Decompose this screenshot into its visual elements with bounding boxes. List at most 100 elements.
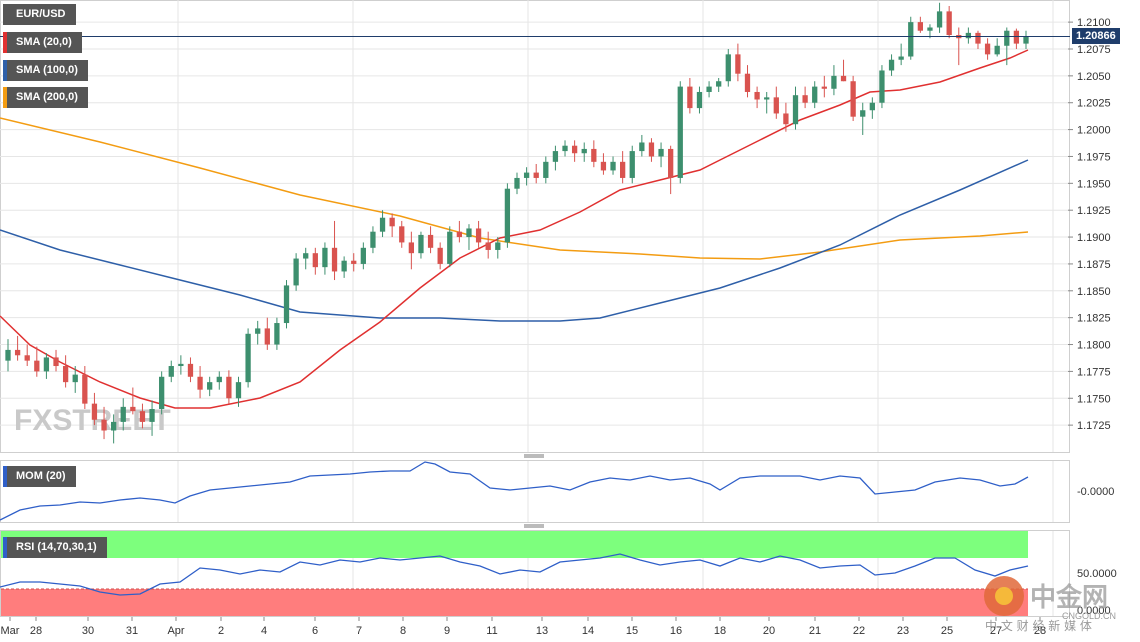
candle-body	[187, 363, 194, 377]
candle	[869, 97, 875, 119]
candle	[379, 210, 386, 238]
candle	[581, 142, 587, 162]
candle-body	[831, 75, 837, 89]
candle	[274, 317, 280, 350]
candle	[658, 142, 664, 168]
candle-body	[322, 247, 328, 268]
candle-body	[706, 86, 712, 92]
candle-body	[283, 285, 290, 324]
candle	[860, 102, 866, 135]
candle	[879, 65, 885, 109]
candle	[255, 320, 261, 345]
candle-body	[485, 242, 491, 250]
candle	[447, 226, 453, 268]
candle-body	[936, 11, 943, 28]
candle-body	[312, 253, 318, 268]
candle	[14, 335, 21, 361]
candle	[600, 153, 607, 175]
candle	[197, 366, 203, 399]
main-panel-frame	[0, 0, 1070, 453]
candle	[485, 231, 491, 259]
cngold-logo-inner-icon	[995, 587, 1013, 605]
candle-body	[235, 382, 242, 399]
candle	[34, 346, 40, 377]
candle	[975, 30, 981, 49]
candle	[139, 403, 146, 429]
candle-body	[456, 231, 463, 238]
candle-body	[696, 91, 703, 109]
candle	[207, 376, 213, 397]
candle-body	[418, 234, 424, 254]
candle	[283, 280, 290, 329]
candle	[888, 54, 895, 76]
candle-body	[965, 32, 972, 39]
candle	[399, 220, 405, 248]
candle-body	[523, 172, 530, 178]
candle-body	[898, 56, 904, 60]
candle-body	[245, 333, 251, 383]
candle-body	[139, 411, 146, 422]
y-tick-label: 1.1825	[1077, 313, 1111, 325]
candle	[687, 78, 693, 114]
candle	[984, 38, 991, 60]
candle-body	[24, 355, 30, 361]
candle	[303, 247, 309, 270]
candle	[408, 231, 414, 270]
candle-body	[197, 376, 203, 390]
candle	[898, 43, 904, 66]
candle-body	[475, 228, 482, 243]
candle	[101, 406, 107, 440]
x-tick-label: 25	[941, 625, 953, 637]
candle-body	[437, 247, 443, 264]
legend-sma20[interactable]: SMA (20,0)	[3, 32, 82, 53]
candle-body	[994, 45, 1000, 55]
x-tick-label: 14	[582, 625, 594, 637]
candle	[792, 86, 799, 130]
rsi-line	[0, 553, 1029, 596]
candle-body	[72, 374, 78, 383]
legend-sma200[interactable]: SMA (200,0)	[3, 87, 88, 108]
x-tick-label: 2	[218, 625, 224, 637]
x-tick-label: 18	[714, 625, 726, 637]
candle	[523, 167, 530, 186]
candle-body	[34, 360, 40, 372]
candle-body	[581, 148, 587, 154]
sma100-line	[0, 159, 1029, 322]
rsi-overbought-zone	[1, 531, 1028, 558]
legend-symbol[interactable]: EUR/USD	[3, 4, 76, 25]
candle-body	[370, 231, 376, 248]
candle-body	[159, 376, 165, 410]
legend-sma100[interactable]: SMA (100,0)	[3, 60, 88, 81]
candle	[764, 91, 770, 114]
legend-mom[interactable]: MOM (20)	[3, 466, 76, 487]
candle-body	[716, 81, 722, 87]
candle-body	[427, 234, 434, 248]
x-tick-label: 27	[990, 625, 1002, 637]
candle-body	[5, 349, 11, 361]
y-tick-label: 1.1950	[1077, 178, 1111, 190]
candle-body	[351, 260, 357, 264]
y-tick-label: 1.1850	[1077, 286, 1111, 298]
candle-body	[62, 366, 69, 383]
x-tick-label: 4	[261, 625, 267, 637]
legend-rsi[interactable]: RSI (14,70,30,1)	[3, 537, 107, 558]
candle-body	[687, 86, 693, 109]
candle-body	[514, 177, 520, 189]
candle	[591, 140, 597, 168]
candle	[1013, 28, 1020, 49]
candle	[552, 145, 559, 171]
x-tick-label: 7	[356, 625, 362, 637]
candle-body	[1023, 36, 1029, 44]
candle-body	[14, 349, 21, 356]
candle-body	[408, 242, 414, 254]
candle-body	[562, 145, 568, 152]
candle-body	[399, 226, 405, 243]
candle-body	[773, 97, 779, 114]
candle-body	[792, 95, 799, 125]
y-tick-label: 1.2100	[1077, 17, 1111, 29]
candle	[360, 242, 366, 270]
mom-tick-label: -0.0000	[1077, 486, 1114, 498]
candle	[120, 398, 126, 431]
candle	[53, 349, 59, 372]
